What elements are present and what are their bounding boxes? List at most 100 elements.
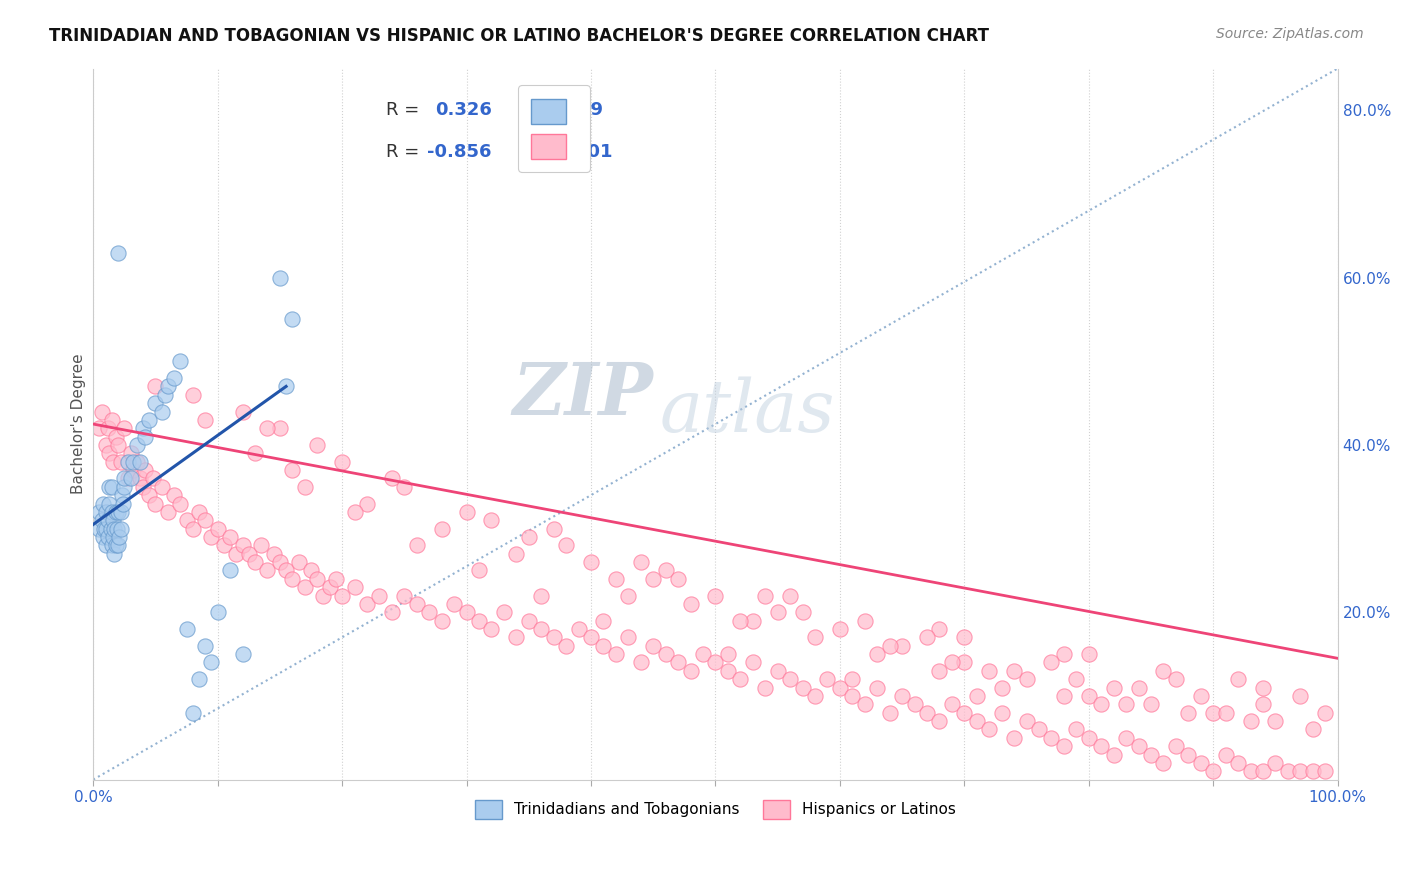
Point [1053, 689, 1076, 703]
Point [1115, 731, 1137, 745]
Point [368, 589, 391, 603]
Point [1302, 723, 1324, 737]
Point [269, 555, 291, 569]
Point [505, 547, 527, 561]
Point [231, 647, 253, 661]
Point [1215, 706, 1237, 720]
Point [207, 605, 229, 619]
Point [169, 497, 191, 511]
Point [330, 589, 353, 603]
Point [1289, 764, 1312, 779]
Point [481, 513, 503, 527]
Point [145, 379, 167, 393]
Point [269, 270, 291, 285]
Point [941, 698, 963, 712]
Point [941, 656, 963, 670]
Point [219, 564, 242, 578]
Point [93, 522, 115, 536]
Point [866, 647, 889, 661]
Point [243, 446, 266, 460]
Point [1128, 739, 1150, 753]
Point [117, 471, 139, 485]
Point [567, 622, 589, 636]
Point [915, 631, 938, 645]
Point [120, 446, 142, 460]
Point [1053, 647, 1076, 661]
Point [181, 522, 204, 536]
Point [111, 488, 134, 502]
Point [112, 421, 135, 435]
Point [138, 413, 160, 427]
Point [98, 497, 121, 511]
Point [394, 589, 416, 603]
Point [129, 455, 152, 469]
Point [294, 480, 316, 494]
Point [643, 572, 665, 586]
Point [381, 471, 404, 485]
Point [928, 622, 950, 636]
Point [231, 404, 253, 418]
Point [101, 455, 124, 469]
Text: -0.856: -0.856 [426, 144, 491, 161]
Point [1015, 714, 1038, 728]
Point [643, 639, 665, 653]
Point [104, 505, 127, 519]
Point [89, 522, 111, 536]
Point [990, 681, 1012, 695]
Point [1251, 698, 1274, 712]
Point [176, 622, 198, 636]
Point [1015, 672, 1038, 686]
Point [517, 614, 540, 628]
Point [1177, 706, 1199, 720]
Point [1077, 731, 1099, 745]
Point [163, 488, 186, 502]
Point [779, 672, 801, 686]
Point [145, 396, 167, 410]
Point [263, 547, 285, 561]
Point [804, 631, 827, 645]
Point [274, 564, 297, 578]
Point [274, 379, 297, 393]
Point [1152, 756, 1174, 770]
Point [145, 497, 167, 511]
Point [343, 505, 366, 519]
Point [238, 547, 260, 561]
Point [256, 421, 278, 435]
Point [163, 371, 186, 385]
Point [1227, 672, 1250, 686]
Point [717, 664, 740, 678]
Point [1128, 681, 1150, 695]
Point [1239, 764, 1261, 779]
Point [1077, 647, 1099, 661]
Point [555, 538, 578, 552]
Point [134, 429, 156, 443]
Point [1040, 656, 1063, 670]
Point [120, 471, 142, 485]
Point [89, 505, 111, 519]
Point [287, 555, 309, 569]
Point [132, 421, 155, 435]
Point [741, 614, 763, 628]
Point [200, 656, 222, 670]
Point [356, 497, 378, 511]
Point [730, 672, 752, 686]
Point [953, 656, 976, 670]
Point [1302, 764, 1324, 779]
Point [430, 522, 453, 536]
Point [605, 647, 627, 661]
Point [294, 580, 316, 594]
Point [481, 622, 503, 636]
Text: TRINIDADIAN AND TOBAGONIAN VS HISPANIC OR LATINO BACHELOR'S DEGREE CORRELATION C: TRINIDADIAN AND TOBAGONIAN VS HISPANIC O… [49, 27, 990, 45]
Point [879, 706, 901, 720]
Text: Source: ZipAtlas.com: Source: ZipAtlas.com [1216, 27, 1364, 41]
Point [1066, 723, 1088, 737]
Point [617, 631, 640, 645]
Point [654, 647, 676, 661]
Point [122, 455, 145, 469]
Point [97, 530, 120, 544]
Point [94, 522, 117, 536]
Point [142, 471, 165, 485]
Point [953, 706, 976, 720]
Point [1189, 756, 1212, 770]
Text: atlas: atlas [659, 376, 835, 447]
